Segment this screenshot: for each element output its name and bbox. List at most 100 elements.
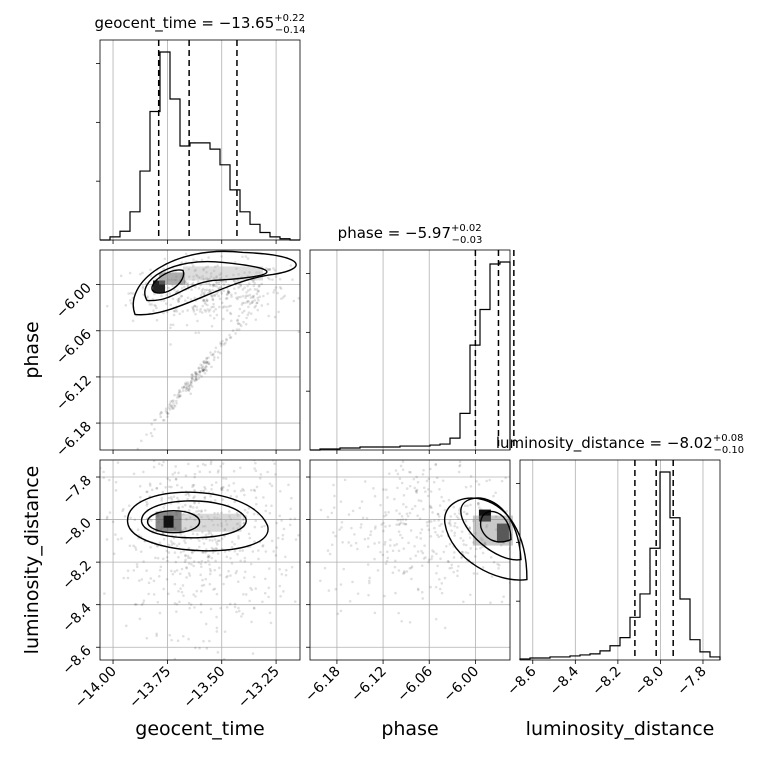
sample-point — [180, 295, 183, 298]
sample-point — [201, 525, 205, 528]
sample-point — [198, 310, 202, 313]
sample-point — [582, 539, 585, 542]
sample-point — [239, 489, 243, 493]
sample-point — [201, 304, 204, 308]
sample-point — [103, 592, 106, 595]
sample-point — [105, 517, 109, 520]
sample-point — [204, 302, 207, 306]
sample-point — [242, 592, 245, 596]
sample-point — [333, 494, 336, 498]
hist-bar-geocent_time-9 — [190, 143, 200, 240]
sample-point — [175, 399, 178, 403]
sample-point — [208, 563, 211, 566]
sample-point — [384, 525, 387, 528]
sample-point — [440, 582, 444, 585]
sample-point — [494, 515, 498, 518]
sample-point — [242, 489, 246, 492]
tick-label-x-phase-0: −6.18 — [302, 664, 344, 706]
sample-point — [207, 554, 210, 557]
sample-point — [324, 479, 327, 482]
sample-point — [213, 511, 216, 515]
sample-point — [282, 527, 286, 531]
sample-point — [280, 297, 283, 300]
sample-point — [492, 494, 495, 498]
sample-point — [202, 639, 205, 643]
sample-point — [266, 292, 269, 295]
sample-point — [201, 369, 205, 373]
sample-point — [180, 590, 184, 594]
panel-luminosity_distance_vs_geocent_time — [99, 459, 301, 661]
sample-point — [196, 373, 199, 376]
sample-point — [402, 547, 406, 550]
density-cell — [183, 266, 264, 281]
sample-point — [224, 280, 228, 284]
sample-point — [226, 289, 230, 293]
tick-label-x-luminosity_distance-2: −8.2 — [589, 664, 624, 699]
sample-point — [409, 471, 412, 474]
sample-point — [481, 566, 485, 569]
sample-point — [236, 318, 240, 322]
sample-point — [393, 565, 397, 569]
sample-point — [257, 549, 260, 552]
sample-point — [157, 462, 161, 466]
sample-point — [442, 499, 445, 503]
sample-point — [458, 509, 461, 512]
sample-point — [137, 579, 141, 582]
sample-point — [155, 306, 158, 310]
sample-point — [262, 294, 265, 298]
sample-point — [165, 293, 169, 297]
sample-point — [270, 539, 274, 543]
sample-point — [268, 267, 272, 271]
sample-point — [219, 517, 222, 521]
sample-point — [194, 375, 198, 379]
sample-point — [172, 313, 176, 317]
sample-point — [116, 538, 120, 541]
sample-point — [105, 538, 109, 541]
sample-point — [440, 522, 443, 526]
sample-point — [400, 481, 404, 485]
sample-point — [160, 463, 164, 467]
hist-bar-luminosity_distance-8 — [600, 651, 610, 660]
sample-point — [279, 287, 283, 290]
sample-point — [422, 507, 425, 511]
sample-point — [485, 525, 488, 529]
sample-point — [206, 308, 209, 311]
sample-point — [427, 558, 431, 562]
sample-point — [292, 299, 296, 303]
sample-point — [424, 556, 427, 559]
sample-point — [399, 518, 402, 522]
sample-point — [438, 487, 441, 491]
sample-point — [264, 509, 268, 513]
sample-point — [429, 506, 432, 509]
sample-point — [191, 483, 195, 487]
sample-point — [140, 603, 144, 607]
sample-point — [192, 241, 195, 244]
sample-point — [191, 532, 195, 536]
sample-point — [179, 394, 182, 397]
sample-point — [215, 626, 219, 630]
sample-point — [161, 490, 165, 494]
sample-point — [192, 278, 195, 282]
sample-point — [384, 513, 388, 517]
sample-point — [181, 584, 185, 587]
sample-point — [288, 523, 292, 527]
sample-point — [169, 323, 173, 327]
sample-point — [447, 521, 451, 525]
sample-point — [472, 572, 476, 575]
sample-point — [228, 333, 231, 337]
sample-point — [149, 431, 153, 435]
sample-point — [252, 279, 256, 282]
sample-point — [404, 505, 408, 509]
sample-point — [458, 512, 461, 515]
sample-point — [223, 528, 227, 531]
sample-point — [210, 324, 214, 328]
sample-point — [273, 288, 276, 292]
sample-point — [226, 488, 229, 492]
sample-point — [159, 482, 162, 486]
sample-point — [253, 298, 257, 302]
sample-point — [534, 483, 537, 486]
sample-point — [426, 524, 429, 528]
sample-point — [233, 500, 236, 504]
sample-point — [172, 495, 176, 498]
sample-point — [429, 535, 433, 538]
